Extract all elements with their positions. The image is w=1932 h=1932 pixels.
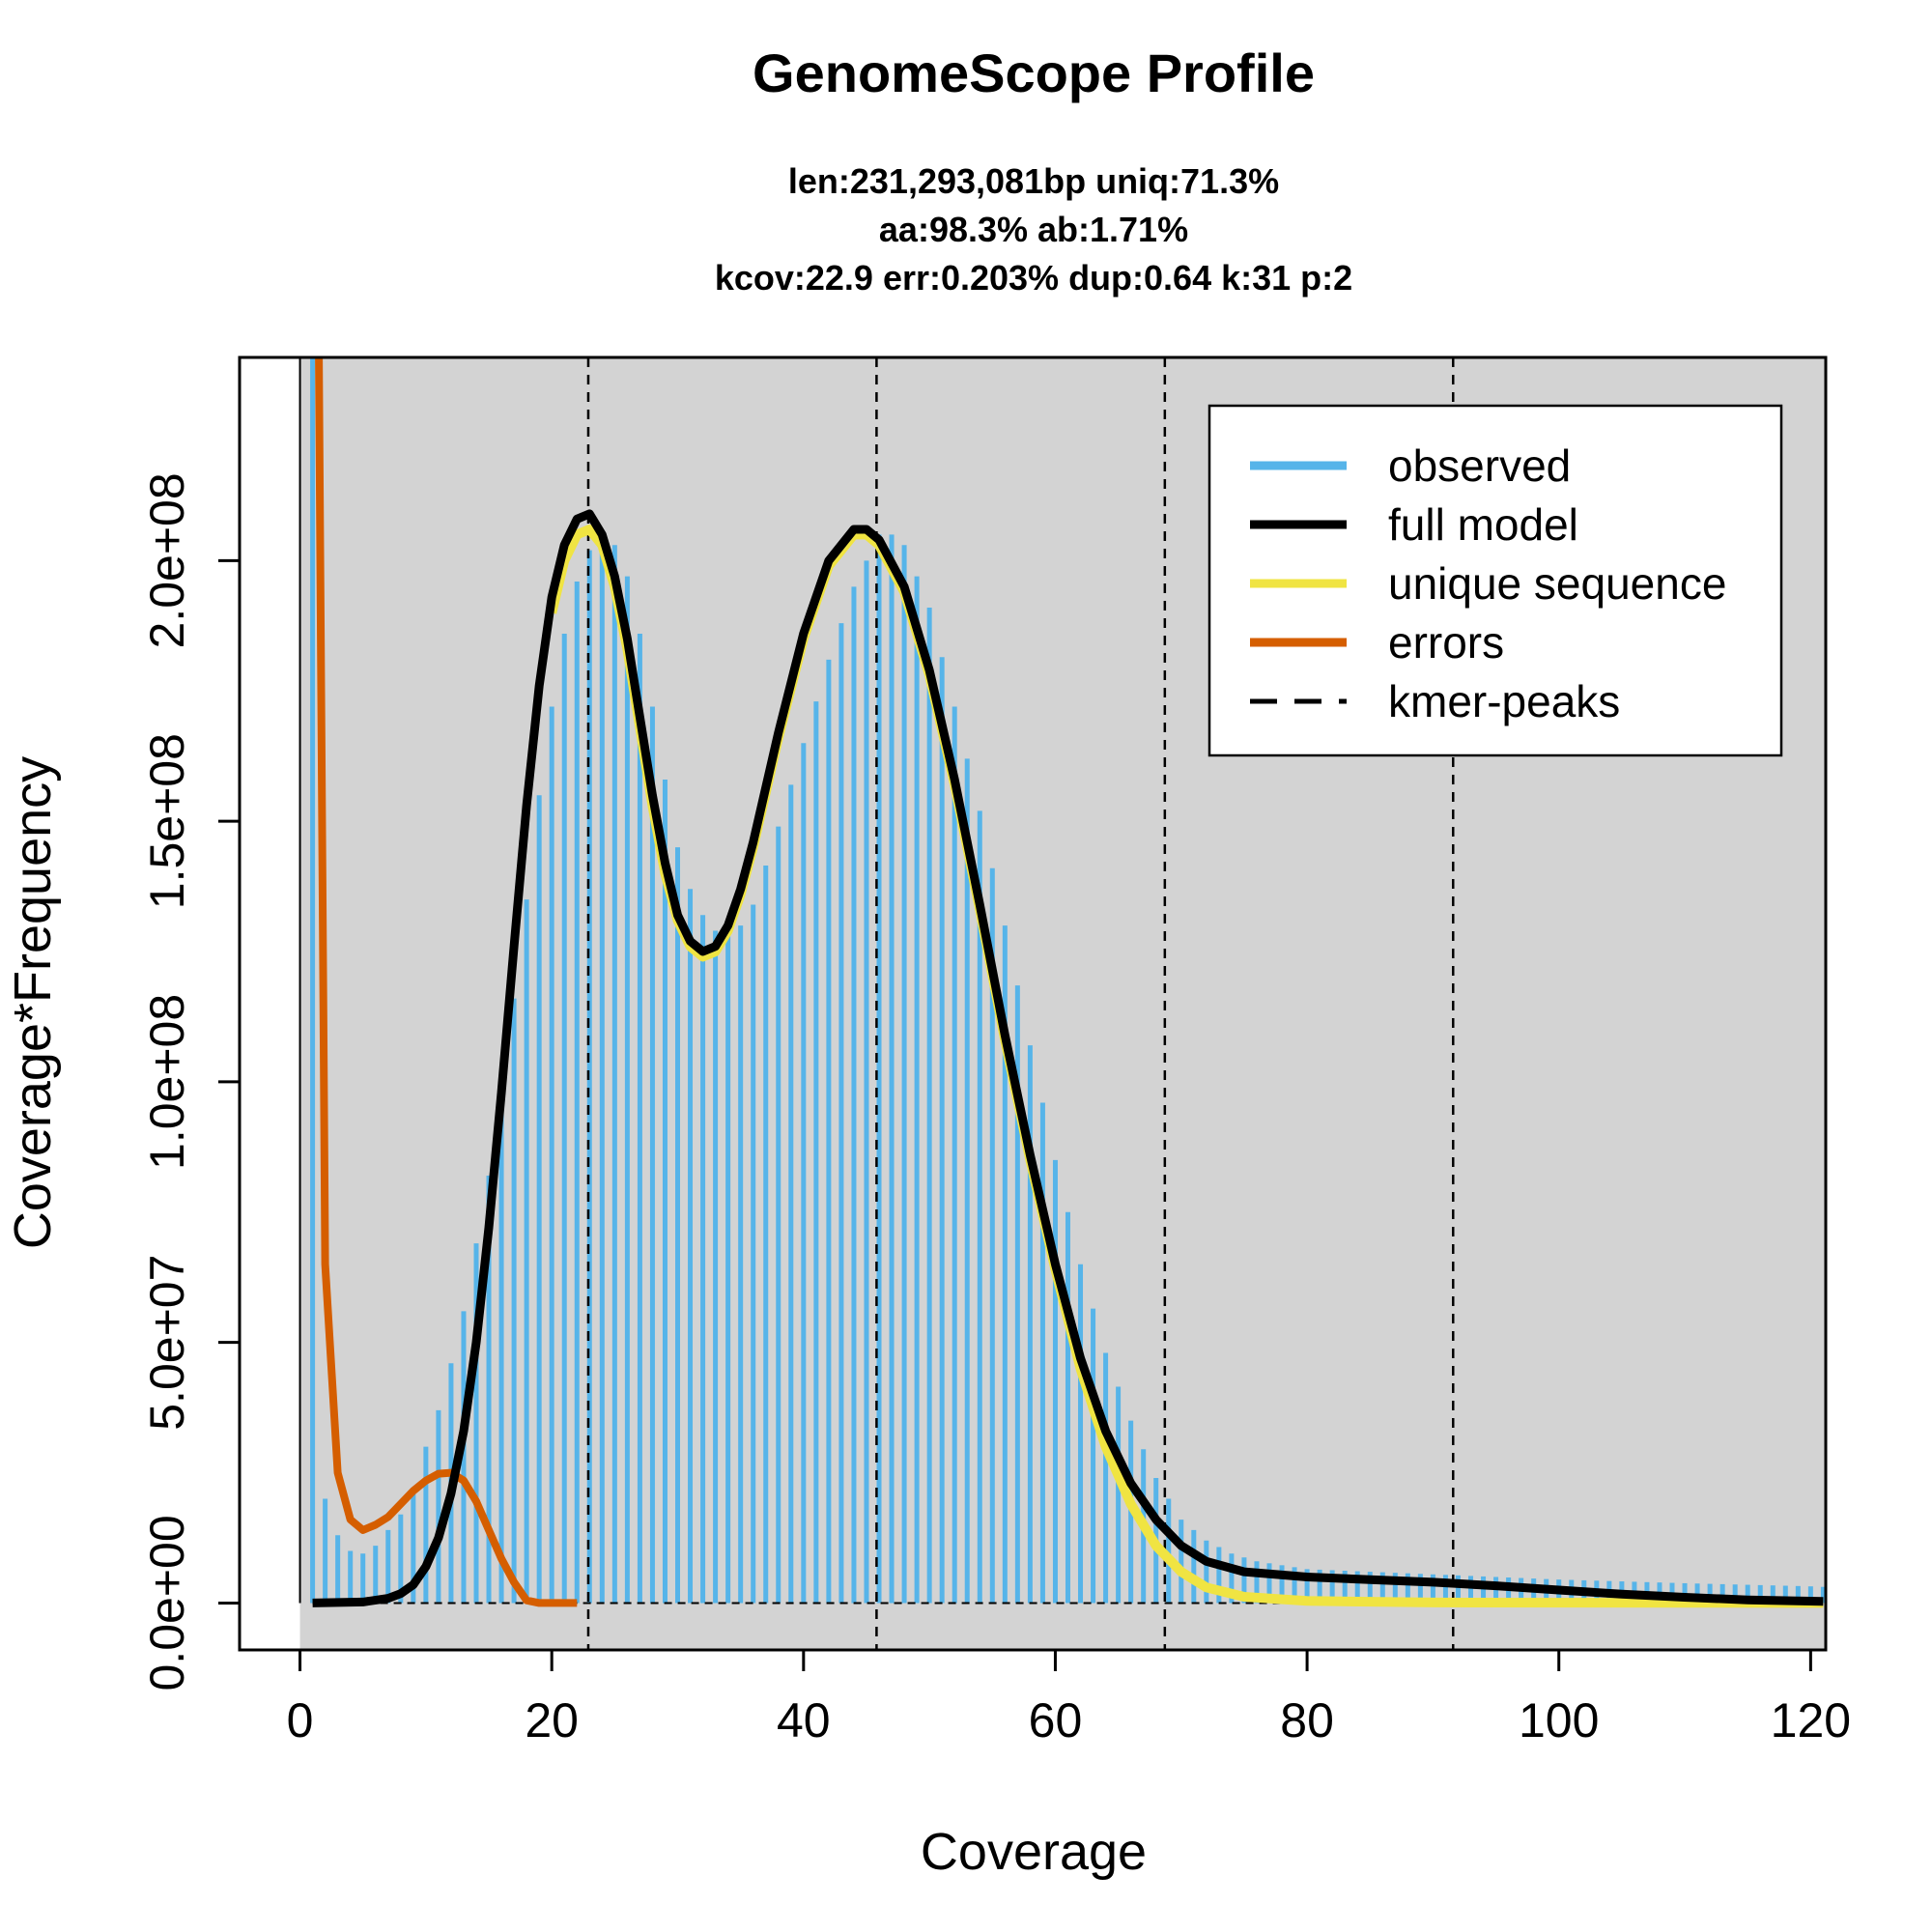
y-axis-label: Coverage*Frequency <box>4 756 62 1249</box>
y-tick-label: 1.0e+08 <box>140 994 194 1170</box>
full-model-curve <box>312 509 1824 1607</box>
legend-label: unique sequence <box>1388 558 1726 609</box>
plot-area: 0 20 40 60 80 100 120 0.0e+00 5.0e+07 1.0e+08 1.5e… <box>140 355 1851 1747</box>
x-tick-label: 20 <box>525 1693 579 1747</box>
y-tick-label: 0.0e+00 <box>140 1515 194 1690</box>
errors-curve <box>315 357 578 1607</box>
x-tick-label: 0 <box>287 1693 314 1747</box>
y-tick-label: 2.0e+08 <box>140 472 194 648</box>
chart-subtitle-line-2: aa:98.3% ab:1.71% <box>879 210 1188 249</box>
legend-label: observed <box>1388 440 1571 491</box>
plot-content <box>298 357 1826 1650</box>
x-axis-label: Coverage <box>921 1823 1147 1881</box>
y-tick-label: 5.0e+07 <box>140 1255 194 1431</box>
x-tick-label: 40 <box>777 1693 831 1747</box>
chart-subtitle-line-1: len:231,293,081bp uniq:71.3% <box>788 161 1279 201</box>
chart-subtitle-line-3: kcov:22.9 err:0.203% dup:0.64 k:31 p:2 <box>715 258 1352 298</box>
plot-frame <box>238 355 1828 1652</box>
legend-label: full model <box>1388 499 1578 550</box>
legend-label: kmer-peaks <box>1388 676 1620 726</box>
chart-title: GenomeScope Profile <box>753 43 1315 103</box>
legend-label: errors <box>1388 617 1504 668</box>
x-tick-label: 80 <box>1280 1693 1334 1747</box>
y-tick-label: 1.5e+08 <box>140 733 194 909</box>
observed-bars <box>310 357 1826 1604</box>
x-tick-label: 120 <box>1771 1693 1851 1747</box>
legend: observed full model unique sequence errors k… <box>1208 404 1783 757</box>
x-tick-label: 100 <box>1519 1693 1599 1747</box>
x-tick-label: 60 <box>1029 1693 1083 1747</box>
